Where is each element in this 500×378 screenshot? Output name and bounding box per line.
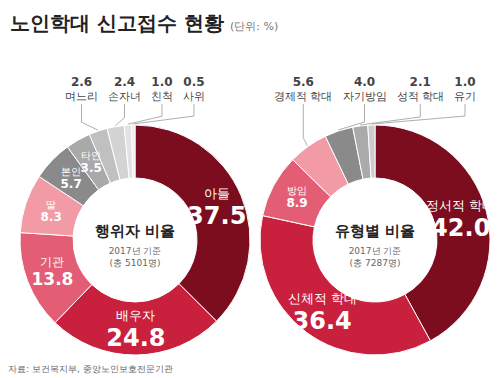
unit-note: (단위: %) — [230, 20, 278, 33]
source-note: 자료: 보건복지부, 중앙노인보호전문기관 — [8, 364, 173, 374]
data-label: 3.5 — [81, 161, 102, 175]
data-label: 36.4 — [292, 307, 351, 335]
outside-label: 2.4손자녀 — [108, 75, 141, 103]
outside-label: 4.0자기방임 — [343, 75, 387, 103]
slices — [260, 125, 490, 355]
outside-label: 1.0유기 — [454, 75, 476, 103]
slice-name: 며느리 — [65, 90, 98, 103]
slice-name: 방임 — [287, 185, 307, 196]
outside-labels: 2.6며느리 2.4손자녀 1.0친척 0.5사위 — [65, 75, 205, 130]
data-label: 8.9 — [286, 196, 307, 210]
slice-name: 성적 학대 — [397, 90, 445, 103]
outside-label: 0.5사위 — [183, 75, 205, 103]
donut-slice — [368, 125, 375, 178]
donut-slice — [20, 233, 92, 323]
slice-labels: 아들37.5 배우자24.8 기관13.8 딸8.3 본인5.7 타인3.5 — [31, 150, 246, 353]
leader-line — [360, 104, 420, 125]
leader-line — [371, 104, 465, 124]
chart-annotation: (총 7287명) — [350, 258, 401, 268]
outside-labels: 5.6경제적 학대 4.0자기방임 2.1성적 학대 1.0유기 — [274, 75, 476, 146]
donut-slice — [260, 216, 430, 355]
slice-name: 본인 — [61, 166, 81, 177]
leader-line — [133, 104, 194, 124]
data-label: 1.0 — [151, 75, 172, 89]
chart-title: 유형별 비율 — [335, 222, 415, 240]
leader-line — [338, 104, 364, 130]
leader-line — [303, 104, 307, 146]
slice-name: 자기방임 — [343, 90, 387, 103]
data-label: 2.1 — [410, 75, 431, 89]
donut-chart: 행위자 비율 2017년 기준 (총 5101명) 아들37.5 배우자24.8 기관13… — [20, 75, 250, 355]
outside-label: 5.6경제적 학대 — [274, 75, 333, 103]
chart-title: 행위자 비율 — [95, 222, 175, 240]
slice-name: 사위 — [183, 90, 205, 103]
donut-slice — [131, 125, 135, 178]
data-label: 5.7 — [60, 177, 81, 191]
slice-name: 배우자 — [116, 308, 155, 323]
data-label: 42.0 — [431, 214, 490, 242]
slice-name: 기관 — [40, 255, 64, 269]
data-label: 2.4 — [114, 75, 135, 89]
chart-canvas: 노인학대 신고접수 현황 (단위: %) 자료: 보건복지부, 중앙노인보호전문기관… — [0, 0, 500, 378]
leader-line — [82, 104, 98, 130]
slice-name: 손자녀 — [108, 90, 141, 103]
donut-chart: 유형별 비율 2017년 기준 (총 7287명) 정서적 학대42.0 신체적 학대3… — [260, 75, 495, 355]
slice-name: 유기 — [454, 90, 476, 103]
page-title: 노인학대 신고접수 현황 — [10, 11, 224, 35]
data-label: 24.8 — [106, 324, 165, 352]
data-label: 8.3 — [40, 210, 61, 224]
data-label: 1.0 — [454, 75, 475, 89]
data-label: 4.0 — [354, 75, 375, 89]
data-label: 37.5 — [187, 202, 246, 230]
chart-subtitle: 2017년 기준 — [109, 246, 162, 256]
chart-subtitle: 2017년 기준 — [349, 246, 402, 256]
slice-name: 딸 — [46, 199, 56, 210]
slice-name: 신체적 학대 — [288, 291, 357, 306]
outside-label: 2.6며느리 — [65, 75, 98, 103]
slice-name: 타인 — [81, 150, 101, 161]
data-label: 5.6 — [293, 75, 314, 89]
data-label: 0.5 — [183, 75, 204, 89]
slice-name: 아들 — [204, 186, 230, 201]
slice-name: 친척 — [151, 90, 173, 103]
slice-name: 경제적 학대 — [274, 90, 333, 103]
slice-name: 정서적 학대 — [426, 198, 495, 213]
outside-label: 2.1성적 학대 — [397, 75, 445, 103]
slice-labels: 정서적 학대42.0 신체적 학대36.4 방임8.9 — [286, 185, 495, 335]
slices — [20, 125, 250, 355]
outside-label: 1.0친척 — [151, 75, 173, 103]
data-label: 13.8 — [31, 269, 73, 289]
chart-annotation: (총 5101명) — [110, 258, 161, 268]
leader-line — [115, 104, 124, 126]
data-label: 2.6 — [71, 75, 92, 89]
